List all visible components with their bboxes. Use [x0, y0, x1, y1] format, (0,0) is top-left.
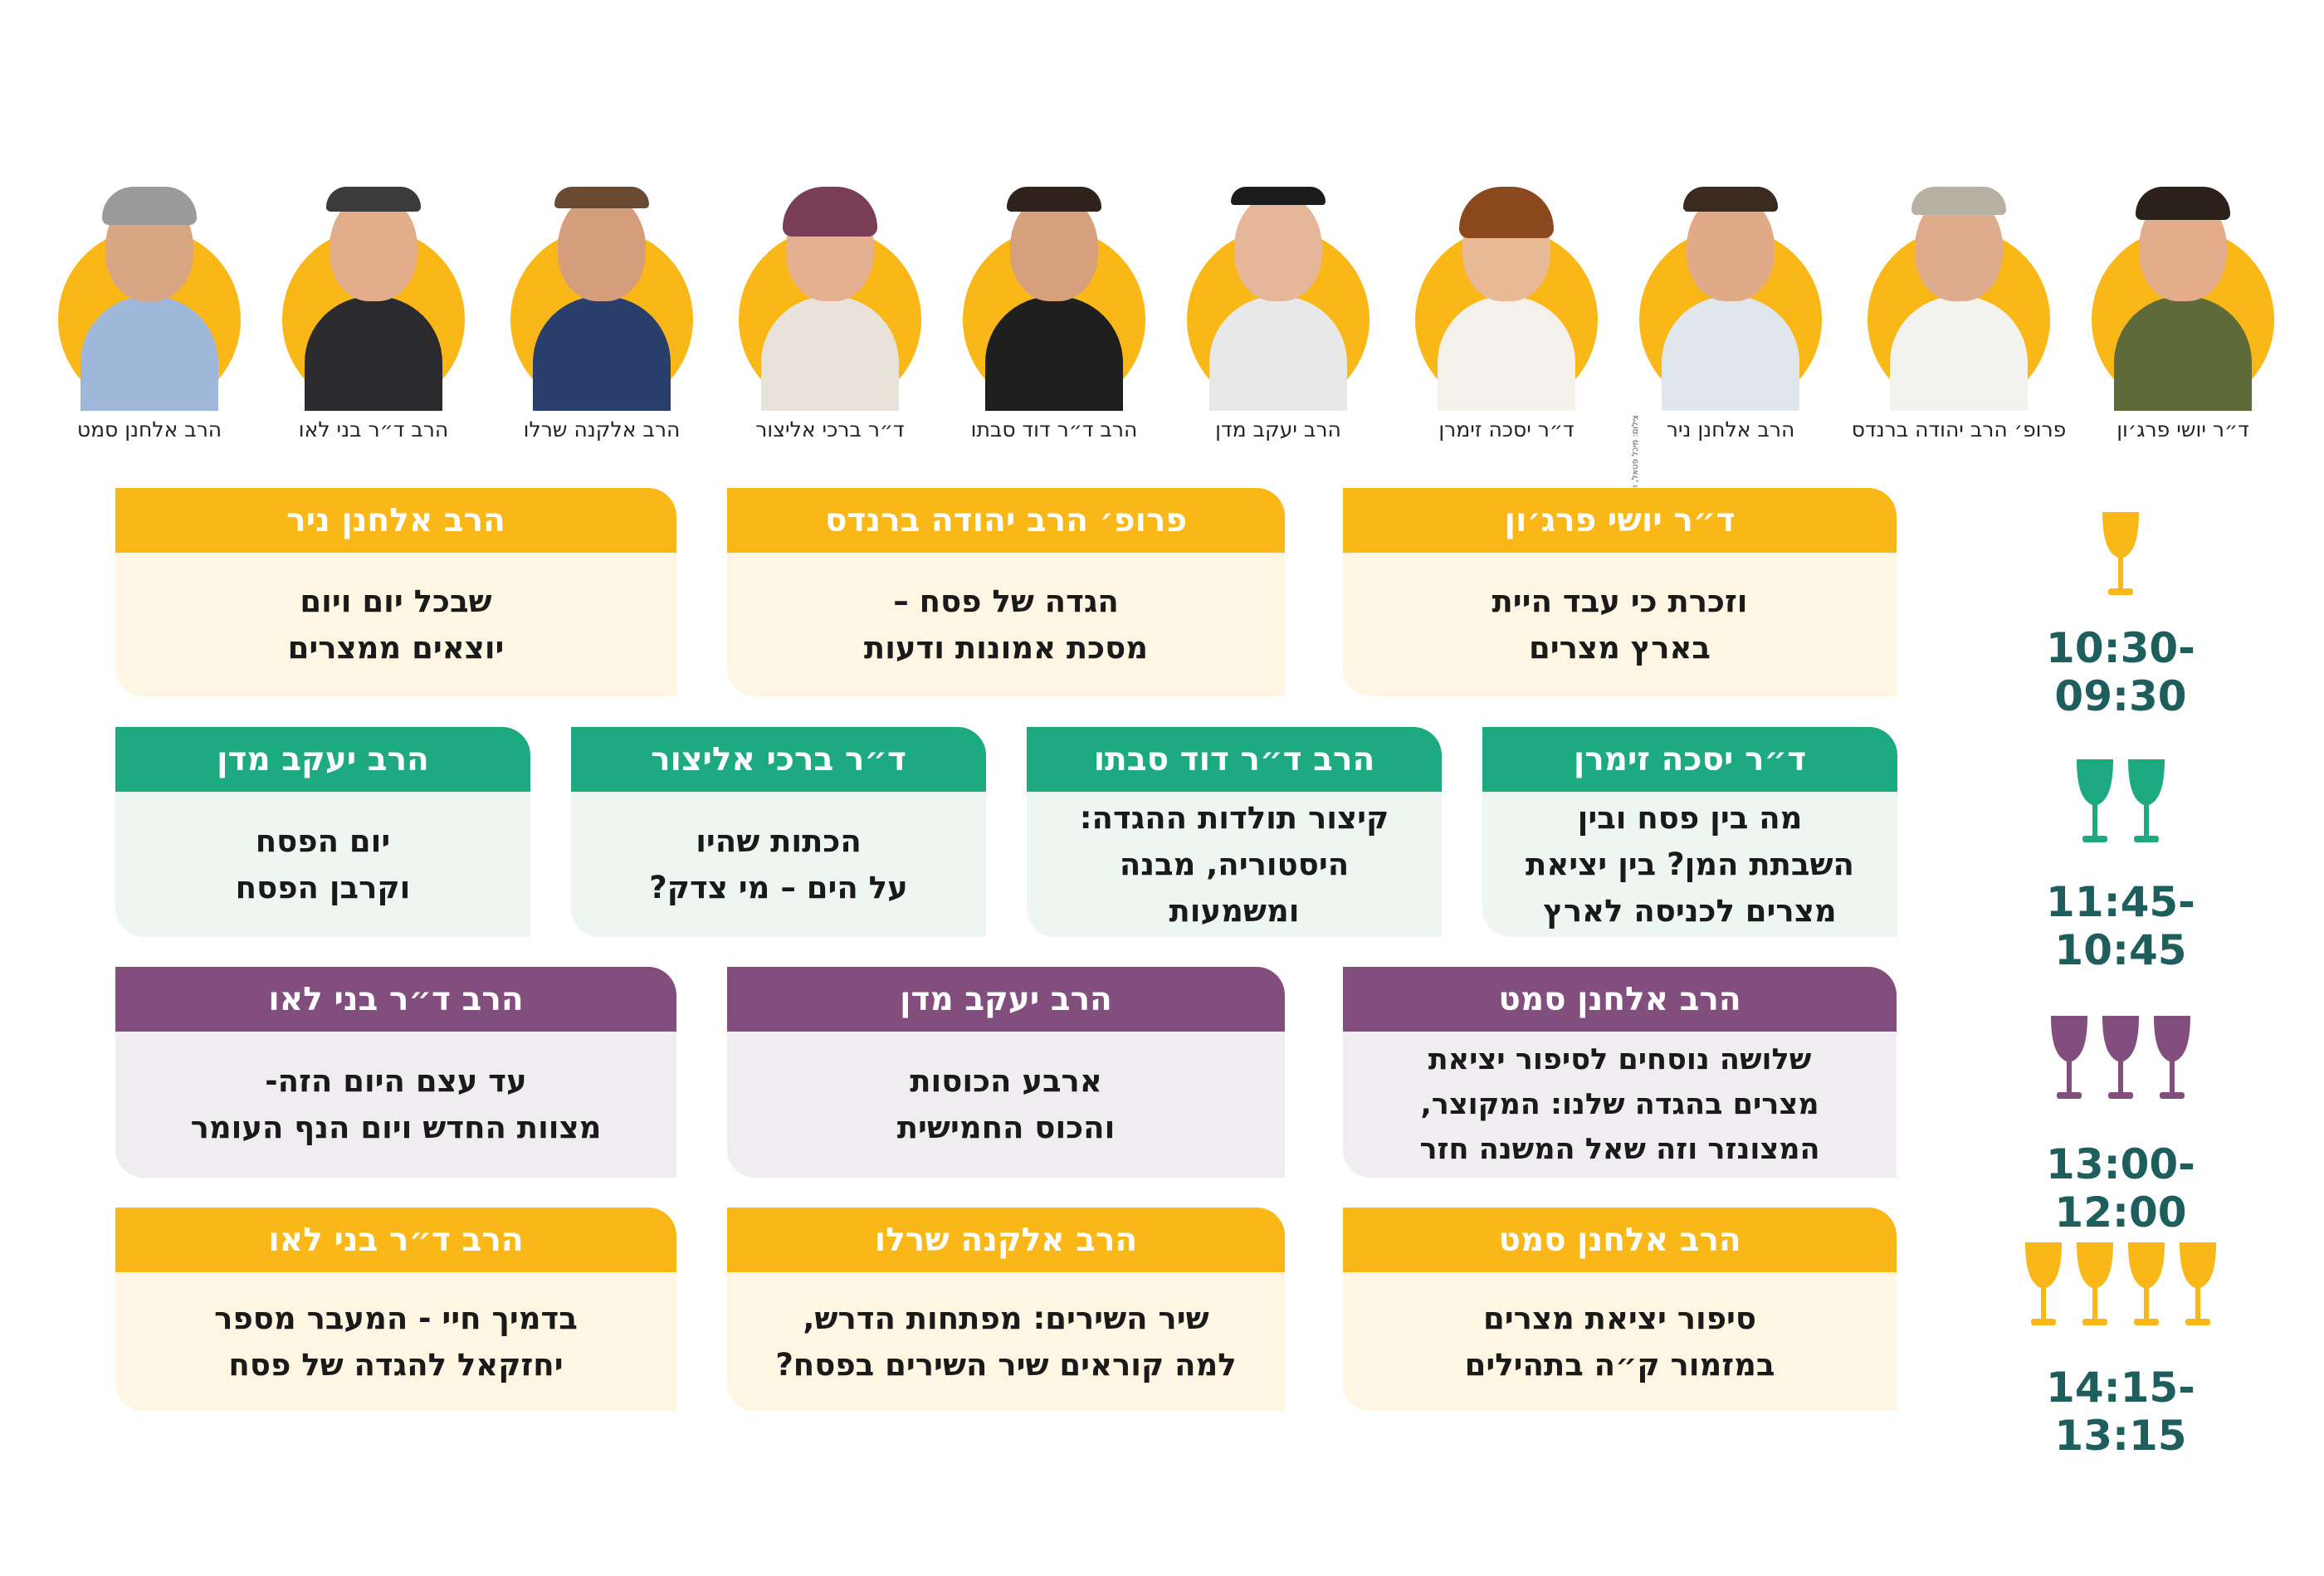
session-speaker: ד״ר ברכי אליצור: [571, 727, 986, 792]
session-topic: שיר השירים: מפתחות הדרש, למה קוראים שיר …: [727, 1272, 1285, 1411]
wine-glass-icon: [2180, 1242, 2216, 1325]
session-card: ד״ר ברכי אליצור הכתות שהיו על הים – מי צ…: [571, 727, 986, 937]
session-topic: וזכרת כי עבד היית בארץ מצרים: [1343, 553, 1897, 696]
speaker-card: ד״ר יושי פרג׳ון: [2075, 178, 2291, 452]
speaker-photo: [1662, 178, 1799, 411]
session-topic: הגדה של פסח – מסכת אמונות ודעות: [727, 553, 1285, 696]
wine-glass-icons: [1984, 510, 2258, 600]
session-card: ד״ר יסכה זימרן מה בין פסח ובין השבתת המן…: [1482, 727, 1897, 937]
wine-glass-icon: [2051, 1016, 2087, 1099]
session-card: ד״ר יושי פרג׳ון וזכרת כי עבד היית בארץ מ…: [1343, 488, 1897, 696]
speaker-name: ד״ר ברכי אליצור: [755, 417, 905, 442]
session-card: הרב יעקב מדן יום הפסח וקרבן הפסח: [115, 727, 530, 937]
speaker-card: הרב יעקב מדן: [1170, 178, 1386, 452]
speaker-card: ד״ר ברכי אליצור: [722, 178, 938, 452]
speaker-name: הרב יעקב מדן: [1215, 417, 1341, 442]
session-topic: שבכל יום ויום יוצאים ממצרים: [115, 553, 676, 696]
speaker-photo: [1438, 178, 1575, 411]
speakers-row: הרב אלחנן סמט הרב ד״ר בני לאו הרב אלקנה …: [0, 178, 2324, 514]
speaker-name: הרב ד״ר בני לאו: [298, 417, 449, 442]
session-speaker: הרב ד״ר דוד סבתו: [1027, 727, 1442, 792]
wine-glass-icon: [2102, 512, 2139, 595]
speaker-photo: [81, 178, 218, 411]
session-card: הרב אלקנה שרלו שיר השירים: מפתחות הדרש, …: [727, 1208, 1285, 1411]
session-card: פרופ׳ הרב יהודה ברנדס הגדה של פסח – מסכת…: [727, 488, 1285, 696]
wine-glass-icon: [2128, 759, 2165, 842]
speaker-card: ד״ר יסכה זימרן: [1399, 178, 1614, 452]
session-time: 14:15-13:15: [2046, 1364, 2195, 1460]
session-speaker: ד״ר יסכה זימרן: [1482, 727, 1897, 792]
speaker-photo: [305, 178, 442, 411]
session-topic: מה בין פסח ובין השבתת המן? בין יציאת מצר…: [1482, 792, 1897, 937]
session-topic: ארבע הכוסות והכוס החמישית: [727, 1032, 1285, 1178]
session-card: הרב ד״ר בני לאו עד עצם היום הזה- מצוות ה…: [115, 967, 676, 1178]
wine-glass-icons: [1984, 1014, 2258, 1104]
session-card: הרב ד״ר בני לאו בדמיך חיי - המעבר מספר י…: [115, 1208, 676, 1411]
speaker-photo: [985, 178, 1123, 411]
session-speaker: ד״ר יושי פרג׳ון: [1343, 488, 1897, 553]
wine-glass-icon: [2077, 1242, 2113, 1325]
speaker-name: הרב אלקנה שרלו: [523, 417, 681, 442]
session-topic: בדמיך חיי - המעבר מספר יחזקאל להגדה של פ…: [115, 1272, 676, 1411]
session-speaker: הרב אלחנן סמט: [1343, 967, 1897, 1032]
session-card: הרב ד״ר דוד סבתו קיצור תולדות ההגדה: היס…: [1027, 727, 1442, 937]
speaker-name: הרב אלחנן סמט: [76, 417, 222, 442]
speaker-card: הרב אלחנן סמט: [42, 178, 257, 452]
wine-glass-icon: [2128, 1242, 2165, 1325]
speaker-photo: [761, 178, 899, 411]
speaker-name: הרב ד״ר דוד סבתו: [970, 417, 1138, 442]
speaker-card: פרופ׳ הרב יהודה ברנדס: [1851, 178, 2067, 452]
wine-glass-icon: [2025, 1242, 2062, 1325]
session-speaker: הרב ד״ר בני לאו: [115, 1208, 676, 1272]
session-card: הרב אלחנן סמט שלושה נוסחים לסיפור יציאת …: [1343, 967, 1897, 1178]
speaker-photo: [2114, 178, 2252, 411]
speaker-card: הרב ד״ר בני לאו: [266, 178, 481, 452]
session-speaker: פרופ׳ הרב יהודה ברנדס: [727, 488, 1285, 553]
wine-glass-icon: [2102, 1016, 2139, 1099]
wine-glass-icons: [1984, 1241, 2258, 1330]
session-time: 10:30-09:30: [2046, 624, 2195, 720]
speaker-card: הרב אלחנן ניר: [1623, 178, 1838, 452]
speaker-name: הרב אלחנן ניר: [1666, 417, 1795, 442]
session-topic: עד עצם היום הזה- מצוות החדש ויום הנף העו…: [115, 1032, 676, 1178]
wine-glass-icon: [2077, 759, 2113, 842]
wine-glass-icons: [1984, 758, 2258, 847]
session-speaker: הרב אלחנן ניר: [115, 488, 676, 553]
speaker-name: ד״ר יסכה זימרן: [1438, 417, 1575, 442]
session-card: הרב אלחנן סמט סיפור יציאת מצרים במזמור ק…: [1343, 1208, 1897, 1411]
session-speaker: הרב ד״ר בני לאו: [115, 967, 676, 1032]
session-card: הרב אלחנן ניר שבכל יום ויום יוצאים ממצרי…: [115, 488, 676, 696]
session-topic: שלושה נוסחים לסיפור יציאת מצרים בהגדה של…: [1343, 1032, 1897, 1178]
session-speaker: הרב יעקב מדן: [115, 727, 530, 792]
speaker-photo: [533, 178, 671, 411]
session-topic: יום הפסח וקרבן הפסח: [115, 792, 530, 937]
session-speaker: הרב אלקנה שרלו: [727, 1208, 1285, 1272]
session-topic: קיצור תולדות ההגדה: היסטוריה, מבנה ומשמע…: [1027, 792, 1442, 937]
session-topic: הכתות שהיו על הים – מי צדק?: [571, 792, 986, 937]
session-time: 13:00-12:00: [2046, 1140, 2195, 1237]
speaker-card: הרב אלקנה שרלו: [494, 178, 710, 452]
session-time: 11:45-10:45: [2046, 878, 2195, 974]
speaker-card: הרב ד״ר דוד סבתו: [946, 178, 1162, 452]
speaker-name: ד״ר יושי פרג׳ון: [2116, 417, 2249, 442]
speaker-photo: [1209, 178, 1347, 411]
session-speaker: הרב אלחנן סמט: [1343, 1208, 1897, 1272]
speaker-name: פרופ׳ הרב יהודה ברנדס: [1851, 417, 2067, 442]
speaker-photo: [1890, 178, 2028, 411]
session-topic: סיפור יציאת מצרים במזמור ק״ה בתהילים: [1343, 1272, 1897, 1411]
wine-glass-icon: [2154, 1016, 2190, 1099]
session-card: הרב יעקב מדן ארבע הכוסות והכוס החמישית: [727, 967, 1285, 1178]
session-speaker: הרב יעקב מדן: [727, 967, 1285, 1032]
